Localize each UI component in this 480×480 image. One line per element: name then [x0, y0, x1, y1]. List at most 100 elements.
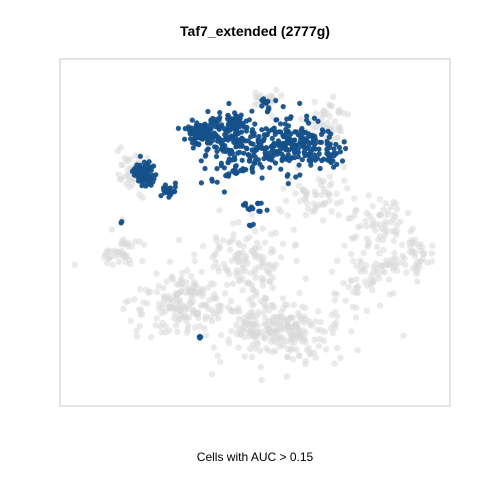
auc-positive-cell-point	[226, 123, 232, 129]
auc-positive-cell-point	[288, 131, 294, 137]
background-cell-point	[234, 307, 241, 314]
background-cell-point	[162, 308, 169, 315]
background-cell-point	[136, 323, 143, 330]
auc-positive-cell-point	[255, 200, 261, 206]
background-cell-point	[176, 312, 183, 319]
background-cell-point	[239, 262, 246, 269]
auc-positive-cell-point	[251, 149, 257, 156]
background-cell-point	[175, 281, 183, 288]
background-cell-point	[311, 336, 318, 344]
background-cell-point	[188, 273, 195, 280]
background-cell-point	[324, 119, 331, 127]
background-cell-point	[322, 346, 330, 353]
auc-positive-cell-point	[292, 129, 298, 135]
background-cell-point	[244, 312, 251, 319]
background-cell-point	[293, 257, 300, 265]
background-cell-point	[239, 287, 246, 294]
auc-positive-cell-point	[315, 118, 321, 124]
background-cell-point	[152, 322, 159, 329]
background-cell-point	[229, 236, 236, 243]
background-cell-point	[202, 313, 210, 320]
background-cell-point	[124, 166, 131, 173]
background-cell-point	[329, 329, 337, 336]
auc-positive-cell-point	[297, 172, 303, 178]
auc-positive-cell-point	[309, 155, 315, 161]
auc-positive-cell-point	[267, 165, 273, 171]
auc-positive-cell-point	[339, 158, 346, 164]
auc-positive-cell-point	[202, 153, 208, 159]
background-cell-point	[183, 267, 191, 274]
background-cell-point	[202, 332, 210, 339]
background-cell-point	[314, 308, 322, 315]
background-cell-point	[155, 300, 163, 307]
background-cell-point	[193, 311, 201, 318]
background-cell-point	[223, 281, 231, 289]
background-cell-point	[252, 94, 260, 101]
background-cell-point	[398, 241, 406, 248]
background-cell-point	[353, 276, 360, 283]
background-cell-point	[208, 317, 216, 325]
auc-positive-cell-point	[221, 165, 227, 171]
auc-positive-cell-point	[209, 178, 215, 184]
background-cell-point	[249, 322, 256, 329]
chart-title: Taf7_extended (2777g)	[180, 23, 330, 39]
background-cell-point	[71, 261, 79, 268]
background-cell-point	[318, 191, 325, 198]
auc-positive-cell-point	[223, 130, 229, 136]
background-cell-point	[328, 180, 335, 187]
background-cell-point	[208, 371, 216, 378]
background-cell-point	[348, 328, 355, 335]
background-cell-point	[147, 333, 155, 341]
background-cell-point	[393, 256, 400, 263]
auc-positive-cell-point	[234, 118, 240, 124]
background-cell-point	[270, 248, 277, 255]
background-cell-point	[373, 243, 381, 250]
background-cell-point	[378, 225, 385, 232]
background-cell-point	[197, 302, 205, 309]
background-cell-point	[225, 339, 233, 347]
background-cell-point	[240, 243, 247, 250]
background-cell-point	[363, 223, 370, 230]
auc-positive-cell-point	[259, 127, 265, 133]
auc-positive-cell-point	[269, 135, 275, 141]
background-cell-point	[119, 248, 126, 255]
auc-positive-cell-point	[195, 130, 201, 136]
auc-positive-cell-point	[246, 222, 252, 228]
auc-positive-cell-point	[292, 150, 298, 156]
auc-positive-cell-point	[279, 157, 285, 164]
background-cell-point	[354, 347, 361, 354]
auc-positive-cell-point	[137, 153, 143, 159]
background-cell-point	[206, 297, 213, 304]
auc-positive-cell-point	[266, 156, 272, 162]
background-cell-point	[341, 177, 348, 184]
background-cell-point	[391, 250, 398, 257]
background-cell-point	[248, 211, 255, 218]
auc-positive-cell-point	[299, 134, 305, 140]
auc-positive-cell-point	[244, 146, 250, 152]
background-cell-point	[259, 225, 266, 232]
background-cell-point	[352, 285, 359, 292]
background-cell-point	[287, 314, 294, 321]
background-cell-point	[243, 236, 250, 243]
auc-positive-cell-point	[271, 126, 277, 132]
background-cell-point	[174, 328, 181, 335]
auc-positive-cell-point	[310, 145, 317, 151]
background-cell-point	[300, 327, 307, 334]
background-cell-point	[190, 298, 197, 305]
background-cell-point	[268, 230, 275, 238]
auc-positive-cell-point	[214, 166, 220, 172]
auc-positive-cell-point	[211, 131, 217, 137]
background-cell-point	[179, 269, 186, 277]
background-cell-point	[228, 257, 235, 264]
background-cell-point	[117, 144, 124, 151]
background-cell-point	[185, 322, 192, 329]
auc-positive-cell-point	[198, 135, 204, 142]
auc-positive-cell-point	[255, 157, 261, 163]
background-cell-point	[295, 182, 303, 190]
auc-positive-cell-point	[198, 158, 204, 164]
background-cell-point	[345, 215, 352, 222]
background-cell-point	[311, 188, 318, 195]
auc-positive-cell-point	[262, 150, 268, 156]
auc-positive-cell-point	[172, 180, 178, 186]
